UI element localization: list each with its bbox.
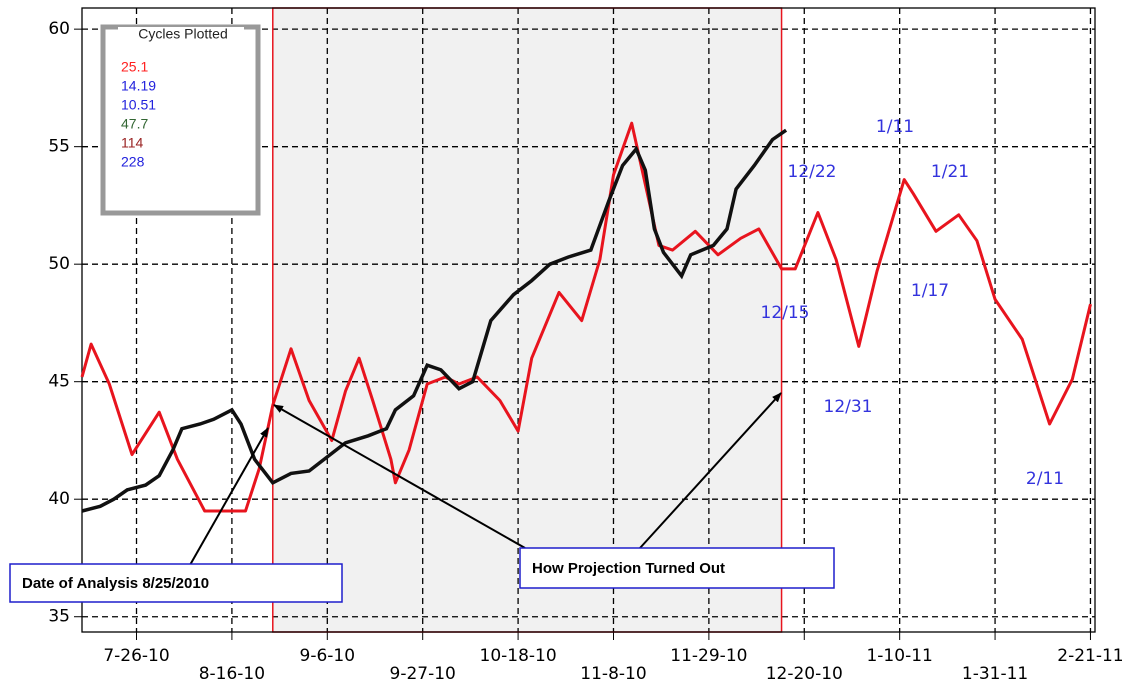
x-tick-label: 2-21-11 [1057,646,1123,666]
x-tick-label: 11-29-10 [670,646,747,666]
callout-text: How Projection Turned Out [532,560,725,577]
legend-title: Cycles Plotted [138,26,227,42]
legend-item: 10.51 [121,97,156,113]
legend-item: 47.7 [121,116,148,132]
legend-title-bg [118,27,244,41]
x-tick-label: 9-27-10 [390,664,456,684]
y-tick-label: 45 [48,372,70,392]
callout-text: Date of Analysis 8/25/2010 [22,575,209,592]
date-annotation: 2/11 [1026,469,1064,489]
date-annotation: 12/22 [788,162,837,182]
x-tick-label: 11-8-10 [580,664,646,684]
legend-item: 14.19 [121,78,156,94]
y-tick-label: 50 [48,254,70,274]
y-tick-label: 40 [48,489,70,509]
shaded-region [272,8,782,632]
x-tick-label: 1-31-11 [962,664,1028,684]
plot-frame [81,7,1096,633]
date-annotation: 12/31 [824,397,873,417]
legend-item: 228 [121,154,145,170]
date-annotation: 1/17 [911,281,949,301]
legend-box [100,24,261,216]
date-annotation: 1/21 [931,162,969,182]
x-tick-label: 9-6-10 [300,646,356,666]
arrow [273,404,526,549]
date-annotation: 12/15 [761,303,810,323]
arrow [639,392,782,549]
x-tick-label: 10-18-10 [480,646,557,666]
x-tick-label: 1-10-11 [866,646,932,666]
date-annotation: 1/11 [876,117,914,137]
series-line [81,128,788,513]
y-tick-label: 35 [48,607,70,627]
arrow [189,427,269,566]
y-tick-label: 60 [48,19,70,39]
series-line [80,121,1092,513]
x-tick-label: 8-16-10 [199,664,265,684]
callout-box [519,547,835,589]
x-tick-label: 12-20-10 [766,664,843,684]
x-tick-label: 7-26-10 [103,646,169,666]
legend-item: 25.1 [121,59,148,75]
legend-item: 114 [121,135,144,151]
callout-box [9,563,343,603]
y-tick-label: 55 [48,137,70,157]
